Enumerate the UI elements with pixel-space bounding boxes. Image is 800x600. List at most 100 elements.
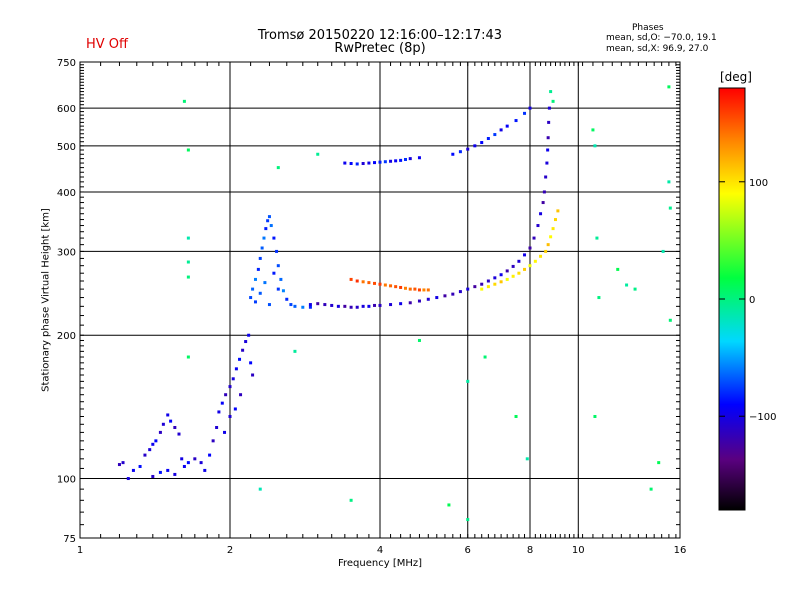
- x-axis-label: Frequency [MHz]: [337, 558, 423, 569]
- data-point: [383, 283, 387, 287]
- data-point: [262, 236, 266, 240]
- data-point: [435, 296, 439, 300]
- data-point: [203, 468, 207, 472]
- data-point: [186, 236, 190, 240]
- data-point: [233, 407, 237, 411]
- data-point: [367, 281, 371, 285]
- data-point: [263, 281, 267, 285]
- data-point: [349, 162, 353, 166]
- data-point: [493, 133, 497, 137]
- data-point: [523, 253, 527, 257]
- data-point: [505, 124, 509, 128]
- data-point: [451, 292, 455, 296]
- data-point: [361, 304, 365, 308]
- data-point: [238, 357, 242, 361]
- data-point: [458, 150, 462, 154]
- data-point: [378, 303, 382, 307]
- axis-ticks: [80, 62, 680, 538]
- data-point: [486, 285, 490, 289]
- data-point: [426, 288, 430, 292]
- hv-status: HV Off: [86, 37, 128, 52]
- y-axis-label: Stationary phase Virtual Height [km]: [40, 208, 52, 392]
- y-tick-label: 300: [57, 247, 76, 258]
- x-tick-label: 8: [527, 545, 533, 556]
- data-point: [169, 419, 173, 423]
- data-point: [499, 273, 503, 277]
- data-point: [466, 379, 470, 383]
- data-point: [220, 401, 224, 405]
- data-point: [533, 259, 537, 263]
- data-point: [161, 422, 165, 426]
- data-point: [546, 243, 550, 247]
- data-point: [649, 487, 653, 491]
- data-point: [336, 304, 340, 308]
- data-point: [186, 461, 190, 465]
- data-point: [264, 227, 268, 231]
- data-point: [447, 503, 451, 507]
- data-point: [211, 439, 215, 443]
- data-point: [667, 85, 671, 89]
- data-point: [269, 224, 273, 228]
- data-point: [182, 99, 186, 103]
- data-point: [166, 468, 170, 472]
- data-point: [389, 284, 393, 288]
- data-point: [549, 235, 553, 239]
- data-point: [417, 156, 421, 160]
- data-point: [525, 457, 529, 461]
- data-point: [224, 393, 228, 397]
- data-points: [117, 85, 672, 522]
- data-point: [239, 393, 243, 397]
- data-point: [151, 474, 155, 478]
- data-point: [657, 461, 661, 465]
- data-point: [511, 264, 515, 268]
- data-point: [251, 373, 255, 377]
- data-point: [473, 285, 477, 289]
- y-tick-label: 75: [63, 534, 76, 545]
- data-point: [480, 141, 484, 145]
- data-point: [199, 461, 203, 465]
- data-point: [151, 442, 155, 446]
- colorbar-ticks: 100 0 −100: [719, 178, 776, 423]
- data-point: [249, 296, 253, 300]
- data-point: [143, 453, 147, 457]
- data-point: [593, 414, 597, 418]
- data-point: [426, 297, 430, 301]
- data-point: [493, 276, 497, 280]
- data-point: [551, 99, 555, 103]
- data-point: [597, 296, 601, 300]
- x-tick-label: 10: [572, 545, 585, 556]
- data-point: [408, 157, 412, 161]
- phases-o-stats: mean, sd,O: −70.0, 19.1: [606, 33, 717, 43]
- data-point: [223, 430, 227, 434]
- data-point: [523, 267, 527, 271]
- data-point: [166, 413, 170, 417]
- data-point: [208, 453, 212, 457]
- data-point: [258, 487, 262, 491]
- data-point: [253, 277, 257, 281]
- data-point: [247, 333, 251, 337]
- data-point: [244, 340, 248, 344]
- x-tick-label: 1: [77, 545, 83, 556]
- data-point: [616, 267, 620, 271]
- data-point: [517, 271, 521, 275]
- colorbar-tick-label: 0: [749, 295, 755, 306]
- data-point: [505, 269, 509, 273]
- y-tick-label: 600: [57, 104, 76, 115]
- data-point: [403, 157, 407, 161]
- data-point: [272, 271, 276, 275]
- data-point: [330, 303, 334, 307]
- data-point: [131, 468, 135, 472]
- data-point: [399, 285, 403, 289]
- data-point: [343, 161, 347, 165]
- data-point: [249, 361, 253, 365]
- data-point: [389, 303, 393, 307]
- phases-x-stats: mean, sd,X: 96.9, 27.0: [606, 44, 709, 54]
- data-point: [399, 302, 403, 306]
- y-tick-label: 750: [57, 58, 76, 69]
- data-point: [186, 260, 190, 264]
- data-point: [417, 299, 421, 303]
- data-point: [417, 338, 421, 342]
- data-point: [276, 166, 280, 170]
- data-point: [458, 290, 462, 294]
- tick-labels: 1 2 4 6 8 10 16 75 100 200 300 400 500 600 750: [57, 58, 686, 556]
